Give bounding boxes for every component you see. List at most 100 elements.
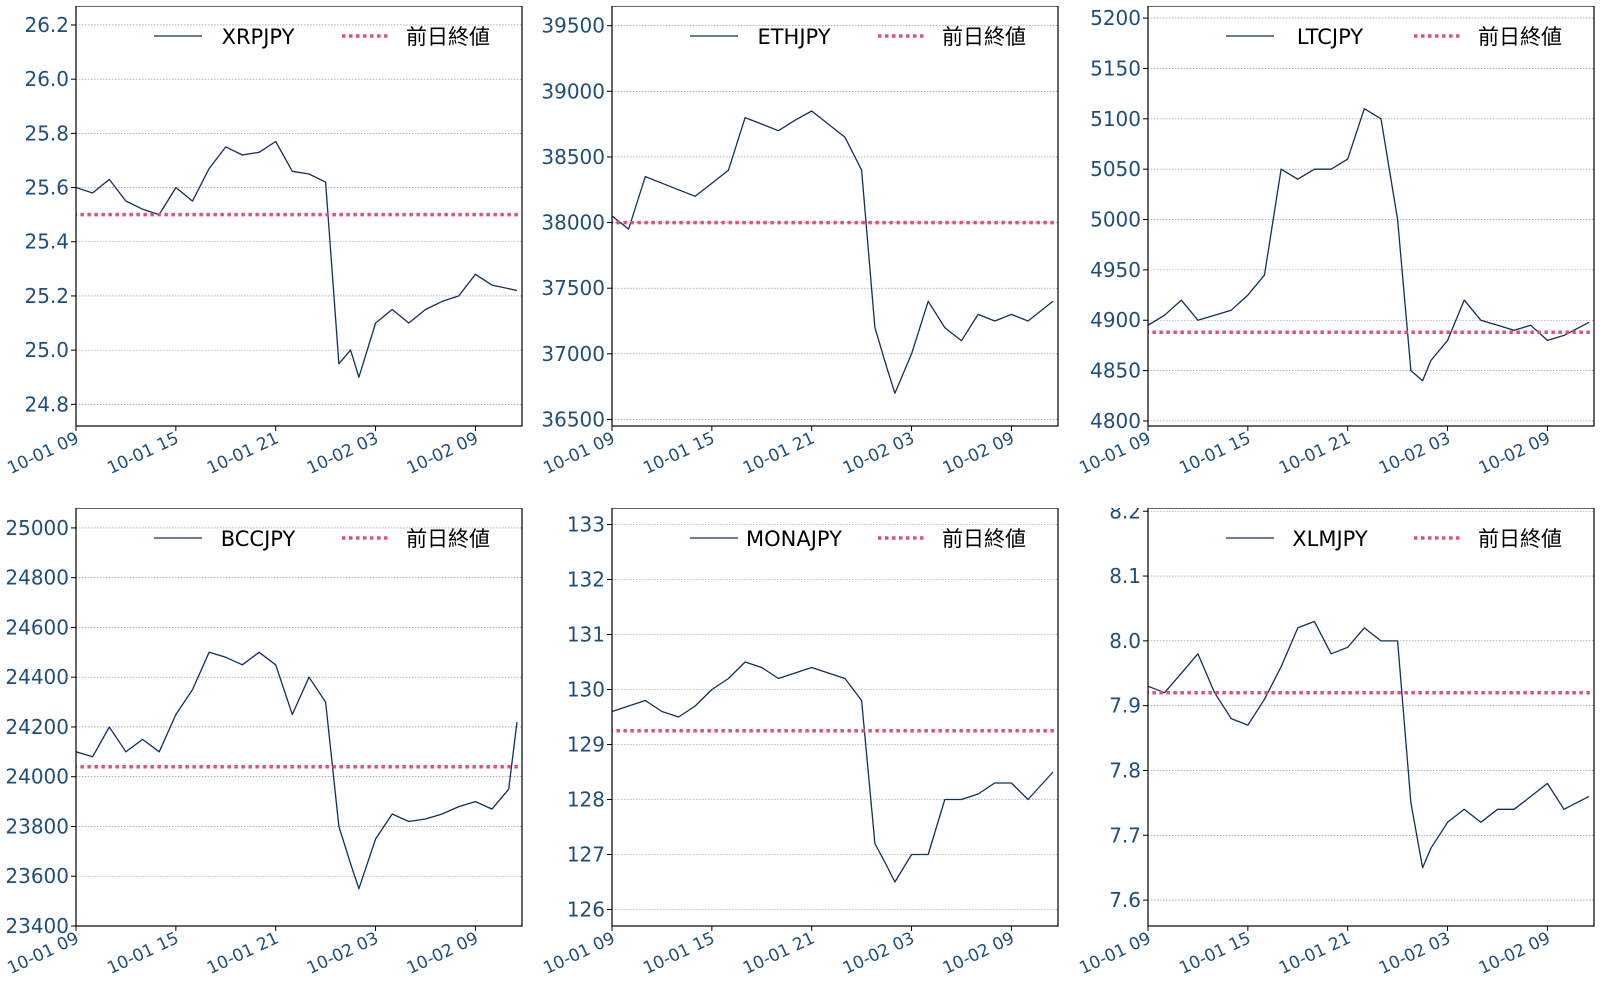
y-tick-label: 25.0 <box>24 338 69 362</box>
y-tick-label: 26.0 <box>24 67 69 91</box>
legend-label-reference: 前日終値 <box>406 25 490 49</box>
chart-3: 4800 4850 4900 4950 5000 5050 5100 5150 5200 10-0… <box>1076 6 1595 479</box>
y-tick-label: 25.4 <box>24 230 69 254</box>
legend-label-reference: 前日終値 <box>406 527 490 551</box>
y-tick-label: 129 <box>567 733 605 757</box>
x-tick-label: 10-02 09 <box>940 928 1018 978</box>
x-tick-label: 10-01 09 <box>4 428 82 478</box>
plot-frame <box>611 508 1059 927</box>
y-tick-label: 25000 <box>5 516 69 540</box>
y-tick-label: 37500 <box>541 276 605 300</box>
legend-label-series: LTCJPY <box>1297 25 1363 49</box>
y-tick-label: 24600 <box>5 615 69 639</box>
legend-label-series: ETHJPY <box>757 25 830 49</box>
y-tick-label: 130 <box>567 678 605 702</box>
y-tick-label: 37000 <box>541 342 605 366</box>
x-tick-label: 10-02 09 <box>940 428 1018 478</box>
y-tick-label: 5000 <box>1090 208 1141 232</box>
y-tick-label: 7.6 <box>1109 888 1141 912</box>
x-tick-label: 10-01 09 <box>1076 928 1154 978</box>
x-tick-label: 10-02 03 <box>840 928 918 978</box>
x-tick-label: 10-02 03 <box>840 428 918 478</box>
x-tick-label: 10-02 09 <box>1476 928 1554 978</box>
y-tick-label: 39500 <box>541 14 605 38</box>
y-tick-label: 5200 <box>1090 6 1141 30</box>
series-line <box>1148 108 1590 382</box>
y-tick-label: 23800 <box>5 814 69 838</box>
y-tick-label: 8.1 <box>1109 564 1141 588</box>
y-tick-label: 4850 <box>1090 359 1141 383</box>
x-tick-label: 10-01 21 <box>204 428 282 478</box>
legend-label-reference: 前日終値 <box>942 25 1026 49</box>
x-tick-label: 10-01 15 <box>104 928 182 978</box>
y-tick-label: 23600 <box>5 864 69 888</box>
legend-label-reference: 前日終値 <box>1478 25 1562 49</box>
y-tick-label: 7.7 <box>1109 823 1141 847</box>
chart-2: 36500 37000 37500 38000 38500 39000 39500 10-01… <box>540 6 1059 479</box>
y-tick-label: 24800 <box>5 566 69 590</box>
x-tick-label: 10-01 21 <box>1276 928 1354 978</box>
x-tick-label: 10-02 03 <box>1376 428 1454 478</box>
series-line <box>1148 620 1590 869</box>
legend-label-series: XLMJPY <box>1292 527 1368 551</box>
y-tick-label: 128 <box>567 788 605 812</box>
legend-label-series: XRPJPY <box>222 25 295 49</box>
y-tick-label: 4900 <box>1090 308 1141 332</box>
y-tick-label: 38500 <box>541 145 605 169</box>
y-tick-label: 25.8 <box>24 121 69 145</box>
x-tick-label: 10-01 15 <box>1176 928 1254 978</box>
y-tick-label: 24200 <box>5 715 69 739</box>
y-tick-label: 8.2 <box>1109 508 1141 523</box>
x-tick-label: 10-02 09 <box>404 928 482 978</box>
x-tick-label: 10-01 21 <box>740 428 818 478</box>
y-tick-label: 7.8 <box>1109 758 1141 782</box>
y-tick-label: 38000 <box>541 211 605 235</box>
y-tick-label: 24.8 <box>24 392 69 416</box>
y-tick-label: 7.9 <box>1109 694 1141 718</box>
y-tick-label: 132 <box>567 568 605 592</box>
legend-label-reference: 前日終値 <box>942 527 1026 551</box>
x-tick-label: 10-02 03 <box>1376 928 1454 978</box>
y-tick-label: 4950 <box>1090 258 1141 282</box>
x-tick-label: 10-01 15 <box>640 928 718 978</box>
x-tick-label: 10-01 21 <box>1276 428 1354 478</box>
series-line <box>612 110 1054 394</box>
plot-frame <box>75 508 523 927</box>
y-tick-label: 133 <box>567 513 605 537</box>
y-tick-label: 5050 <box>1090 157 1141 181</box>
y-tick-label: 25.6 <box>24 176 69 200</box>
y-tick-label: 127 <box>567 843 605 867</box>
y-tick-label: 23400 <box>5 914 69 938</box>
x-tick-label: 10-01 15 <box>1176 428 1254 478</box>
y-tick-label: 8.0 <box>1109 629 1141 653</box>
legend-label-series: MONAJPY <box>746 527 842 551</box>
y-tick-label: 26.2 <box>24 13 69 37</box>
x-tick-label: 10-01 15 <box>104 428 182 478</box>
y-tick-label: 36500 <box>541 407 605 431</box>
chart-1: 24.8 25.0 25.2 25.4 25.6 25.8 26.0 26.2 10-01 09… <box>4 6 523 479</box>
y-tick-label: 24000 <box>5 765 69 789</box>
x-tick-label: 10-02 03 <box>304 928 382 978</box>
chart-6: 7.6 7.7 7.8 7.9 8.0 8.1 8.2 10-01 09 10-01 15 10-… <box>1076 508 1595 979</box>
x-tick-label: 10-01 21 <box>740 928 818 978</box>
x-tick-label: 10-01 09 <box>1076 428 1154 478</box>
y-tick-label: 4800 <box>1090 409 1141 433</box>
x-tick-label: 10-02 09 <box>404 428 482 478</box>
x-tick-label: 10-02 03 <box>304 428 382 478</box>
y-tick-label: 25.2 <box>24 284 69 308</box>
y-tick-label: 5150 <box>1090 56 1141 80</box>
plot-frame <box>1147 508 1595 927</box>
y-tick-label: 39000 <box>541 79 605 103</box>
x-tick-label: 10-01 15 <box>640 428 718 478</box>
plot-frame <box>611 6 1059 427</box>
y-tick-label: 24400 <box>5 665 69 689</box>
legend-label-series: BCCJPY <box>221 527 296 551</box>
series-line <box>612 661 1054 883</box>
chart-5: 126 127 128 129 130 131 132 133 10-01 09 10-01 15… <box>540 508 1059 979</box>
x-tick-label: 10-01 09 <box>540 428 618 478</box>
series-line <box>76 140 518 378</box>
chart-4: 23400 23600 23800 24000 24200 24400 24600 24800… <box>4 508 523 979</box>
y-tick-label: 5100 <box>1090 107 1141 131</box>
series-line <box>76 651 518 890</box>
